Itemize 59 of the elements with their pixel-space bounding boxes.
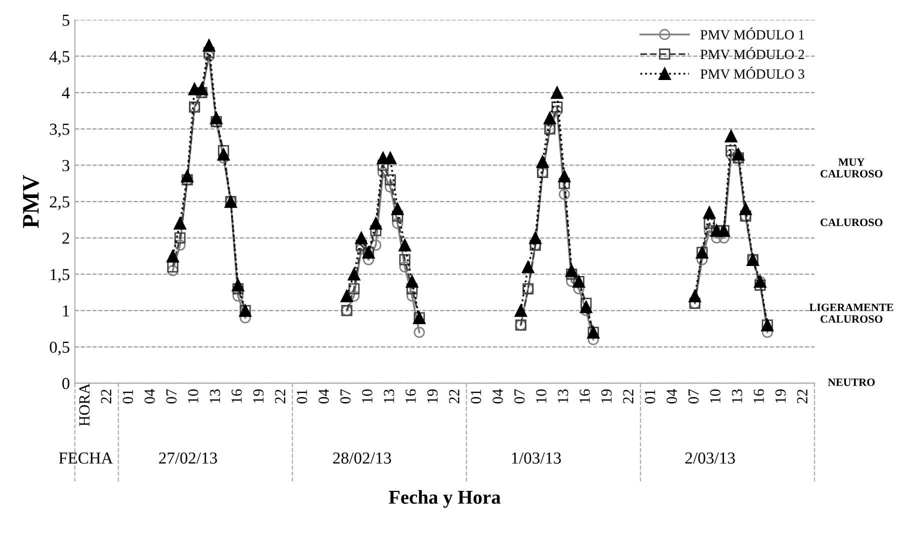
x-tick-label: 10 bbox=[710, 389, 720, 403]
x-tick-label: 01 bbox=[470, 390, 482, 404]
text: 28/02/13 bbox=[333, 452, 391, 464]
x-tick-label: 07 bbox=[166, 389, 177, 404]
y-tick-label: 2 bbox=[62, 232, 70, 244]
x-tick-label: 10 bbox=[362, 389, 372, 403]
x-tick-label: 04 bbox=[318, 389, 329, 404]
y-tick-label: 0,5 bbox=[50, 342, 70, 356]
x-tick-label: 16 bbox=[232, 389, 242, 403]
x-tick-label: 07 bbox=[688, 389, 699, 404]
legend-label: PMV MÓDULO 1 bbox=[700, 27, 804, 40]
x-tick-label: 22 bbox=[623, 390, 634, 404]
x-tick-label: 22 bbox=[275, 390, 286, 404]
x-axis-title: Fecha y Hora bbox=[388, 490, 501, 508]
x-tick-label: 04 bbox=[666, 389, 677, 404]
text: NEUTRO bbox=[828, 378, 875, 386]
x-tick-label: 16 bbox=[406, 389, 416, 403]
x-tick-label: 07 bbox=[514, 389, 525, 404]
x-tick-label: 01 bbox=[644, 390, 656, 404]
x-tick-label: 04 bbox=[492, 389, 503, 404]
text: FECHA bbox=[58, 452, 113, 464]
y-tick-label: 1 bbox=[63, 305, 70, 316]
text: 27/02/13 bbox=[159, 452, 217, 464]
x-tick-label: 19 bbox=[775, 389, 786, 403]
x-tick-label: 10 bbox=[188, 389, 198, 403]
x-tick-label: 16 bbox=[580, 389, 590, 403]
x-tick-label: 22 bbox=[797, 390, 808, 404]
x-tick-label: 13 bbox=[732, 389, 742, 403]
x-tick-label: 01 bbox=[296, 390, 308, 404]
y-tick-label: 3 bbox=[62, 160, 70, 172]
y-tick-label: 2,5 bbox=[50, 196, 70, 210]
y-tick-label: 1,5 bbox=[50, 269, 70, 283]
x-tick-label: 10 bbox=[536, 389, 546, 403]
x-tick-label: 19 bbox=[253, 389, 264, 403]
x-tick-label: 22 bbox=[101, 390, 112, 404]
text: 1/03/13 bbox=[512, 452, 561, 464]
text: MUY CALUROSO bbox=[820, 158, 882, 178]
y-tick-label: 5 bbox=[62, 14, 70, 26]
text: CALUROSO bbox=[820, 218, 882, 226]
x-tick-label: 01 bbox=[122, 390, 134, 404]
x-tick-label: 13 bbox=[210, 389, 220, 403]
legend-label: PMV MÓDULO 3 bbox=[700, 66, 804, 79]
y-tick-label: 4 bbox=[62, 87, 70, 98]
x-tick-label: 13 bbox=[558, 389, 568, 403]
x-tick-label: 04 bbox=[144, 389, 155, 404]
x-tick-label: 19 bbox=[601, 389, 612, 403]
y-tick-label: 4,5 bbox=[49, 51, 70, 65]
legend-label: PMV MÓDULO 2 bbox=[700, 47, 804, 60]
x-tick-label: 22 bbox=[449, 390, 460, 404]
y-tick-label: 3,5 bbox=[50, 124, 70, 138]
x-tick-label: 13 bbox=[384, 389, 394, 403]
x-tick-label: 19 bbox=[427, 389, 438, 403]
y-axis-title: PMV bbox=[23, 174, 39, 228]
x-tick-label: 07 bbox=[340, 389, 351, 404]
annotation: LIGERAMENTE CALUROSO bbox=[809, 304, 894, 323]
x-tick-label: 16 bbox=[754, 389, 764, 403]
text: 2/03/13 bbox=[685, 452, 735, 464]
y-tick-label: 0 bbox=[62, 378, 70, 390]
text: HORA bbox=[79, 383, 90, 426]
